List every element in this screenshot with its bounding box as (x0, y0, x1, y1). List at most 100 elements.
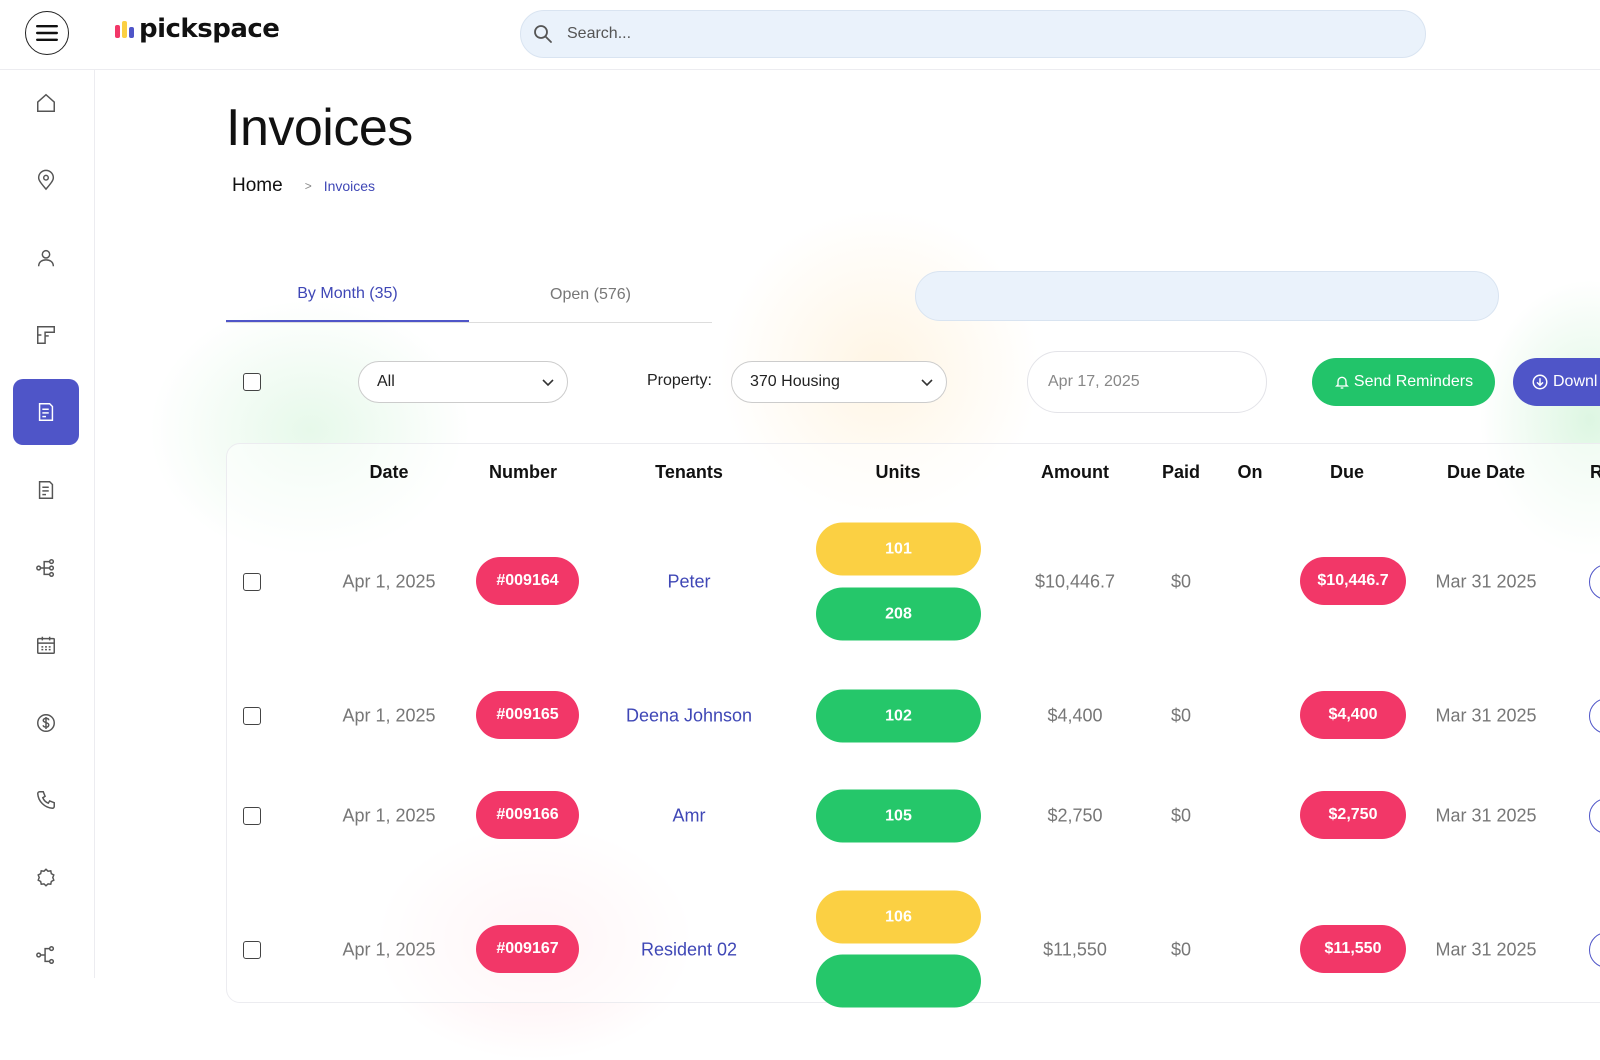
dollar-icon (37, 714, 55, 732)
row-paid: $0 (1170, 805, 1192, 826)
unit-badge[interactable]: 102 (816, 689, 981, 743)
sidebar-item-workflows[interactable] (13, 535, 79, 601)
page-title: Invoices (226, 99, 413, 157)
due-amount-badge: $4,400 (1300, 691, 1406, 739)
unit-badge[interactable]: 101 (816, 522, 981, 576)
row-due-date: Mar 31 2025 (1435, 939, 1537, 960)
row-due-date: Mar 31 2025 (1435, 571, 1537, 592)
settings-icon (37, 868, 55, 887)
logo-mark-icon (115, 20, 134, 38)
row-checkbox[interactable] (243, 707, 261, 725)
column-header-date[interactable]: Date (369, 462, 409, 482)
breadcrumb-home[interactable]: Home (232, 175, 283, 196)
tab-open[interactable]: Open (576) (550, 286, 631, 303)
row-date: Apr 1, 2025 (342, 571, 436, 592)
column-header-on[interactable]: On (1237, 462, 1263, 482)
invoice-number-badge[interactable]: #009165 (476, 691, 579, 739)
sidebar-item-contacts[interactable] (13, 767, 79, 833)
unit-badge[interactable] (816, 954, 981, 1008)
property-label: Property: (647, 372, 712, 389)
chevron-down-icon (542, 379, 554, 387)
invoice-number-badge[interactable]: #009164 (476, 557, 579, 605)
sidebar-item-invoices[interactable] (13, 379, 79, 445)
user-icon (37, 249, 55, 267)
workflow-icon (36, 559, 55, 577)
menu-button[interactable] (25, 11, 69, 55)
download-label: Downl (1553, 373, 1598, 390)
column-header-paid[interactable]: Paid (1161, 462, 1201, 482)
tenant-link[interactable]: Amr (672, 805, 706, 826)
tenant-link[interactable]: Peter (667, 571, 711, 592)
date-input[interactable]: Apr 17, 2025 (1027, 351, 1267, 413)
row-paid: $0 (1170, 939, 1192, 960)
row-paid: $0 (1170, 705, 1192, 726)
unit-badge[interactable]: 106 (816, 890, 981, 944)
row-checkbox[interactable] (243, 941, 261, 959)
row-paid: $0 (1170, 571, 1192, 592)
row-checkbox[interactable] (243, 573, 261, 591)
tenant-link[interactable]: Deena Johnson (625, 705, 753, 726)
status-select-value: All (377, 373, 395, 390)
invoice-tabs: By Month (35) Open (576) (226, 268, 712, 323)
unit-badge[interactable]: 208 (816, 587, 981, 641)
sidebar-item-floorplans[interactable] (13, 302, 79, 368)
tenant-link[interactable]: Resident 02 (640, 939, 738, 960)
status-select[interactable]: All (358, 361, 568, 403)
location-pin-icon (37, 169, 55, 191)
sidebar-item-payments[interactable] (13, 690, 79, 756)
app-logo[interactable]: pickspace (115, 14, 280, 44)
top-bar: pickspace (0, 0, 1600, 70)
home-icon (37, 93, 55, 112)
share-icon (36, 946, 55, 964)
column-header-tenants[interactable]: Tenants (655, 462, 723, 482)
table-search-input[interactable] (915, 271, 1499, 321)
row-amount: $4,400 (1047, 705, 1103, 726)
sidebar-item-settings[interactable] (13, 845, 79, 911)
row-amount: $10,446.7 (1034, 571, 1116, 592)
row-due-date: Mar 31 2025 (1435, 705, 1537, 726)
due-amount-badge: $11,550 (1300, 925, 1406, 973)
column-header-due[interactable]: Due (1329, 462, 1365, 482)
document-icon (38, 481, 54, 499)
date-value: Apr 17, 2025 (1048, 373, 1140, 390)
sidebar-item-locations[interactable] (13, 147, 79, 213)
breadcrumb: Home > Invoices (232, 175, 375, 197)
row-date: Apr 1, 2025 (342, 805, 436, 826)
row-amount: $2,750 (1047, 805, 1103, 826)
column-header-number[interactable]: Number (488, 462, 558, 482)
chevron-down-icon (921, 379, 933, 387)
column-header-due-date[interactable]: Due Date (1446, 462, 1526, 482)
invoice-number-badge[interactable]: #009167 (476, 925, 579, 973)
sidebar-item-share[interactable] (13, 922, 79, 988)
phone-icon (37, 791, 55, 809)
property-select[interactable]: 370 Housing (731, 361, 947, 403)
sidebar-item-home[interactable] (13, 70, 79, 136)
download-icon (1532, 374, 1548, 390)
unit-badge[interactable]: 105 (816, 789, 981, 843)
breadcrumb-separator: > (304, 179, 312, 193)
sidebar-item-documents[interactable] (13, 457, 79, 523)
row-checkbox[interactable] (243, 807, 261, 825)
property-select-value: 370 Housing (750, 373, 840, 390)
sidebar-item-calendar[interactable] (13, 612, 79, 678)
send-reminders-button[interactable]: Send Reminders (1312, 358, 1495, 406)
row-date: Apr 1, 2025 (342, 705, 436, 726)
calendar-icon (37, 636, 55, 654)
due-amount-badge: $10,446.7 (1300, 557, 1406, 605)
search-icon (534, 25, 552, 43)
sidebar-item-users[interactable] (13, 225, 79, 291)
download-button[interactable]: Downl (1513, 358, 1600, 406)
breadcrumb-current: Invoices (323, 178, 376, 194)
hamburger-icon (36, 25, 58, 41)
column-header-amount[interactable]: Amount (1041, 462, 1109, 482)
column-header-units[interactable]: Units (875, 462, 921, 482)
global-search (520, 10, 1426, 58)
send-reminders-label: Send Reminders (1353, 373, 1474, 390)
bell-icon (1334, 376, 1349, 389)
search-input[interactable] (565, 24, 1369, 44)
column-header-re[interactable]: Re (1590, 462, 1600, 482)
invoice-number-badge[interactable]: #009166 (476, 791, 579, 839)
row-amount: $11,550 (1043, 939, 1107, 960)
tab-by-month[interactable]: By Month (35) (226, 268, 469, 322)
select-all-checkbox[interactable] (243, 373, 261, 391)
